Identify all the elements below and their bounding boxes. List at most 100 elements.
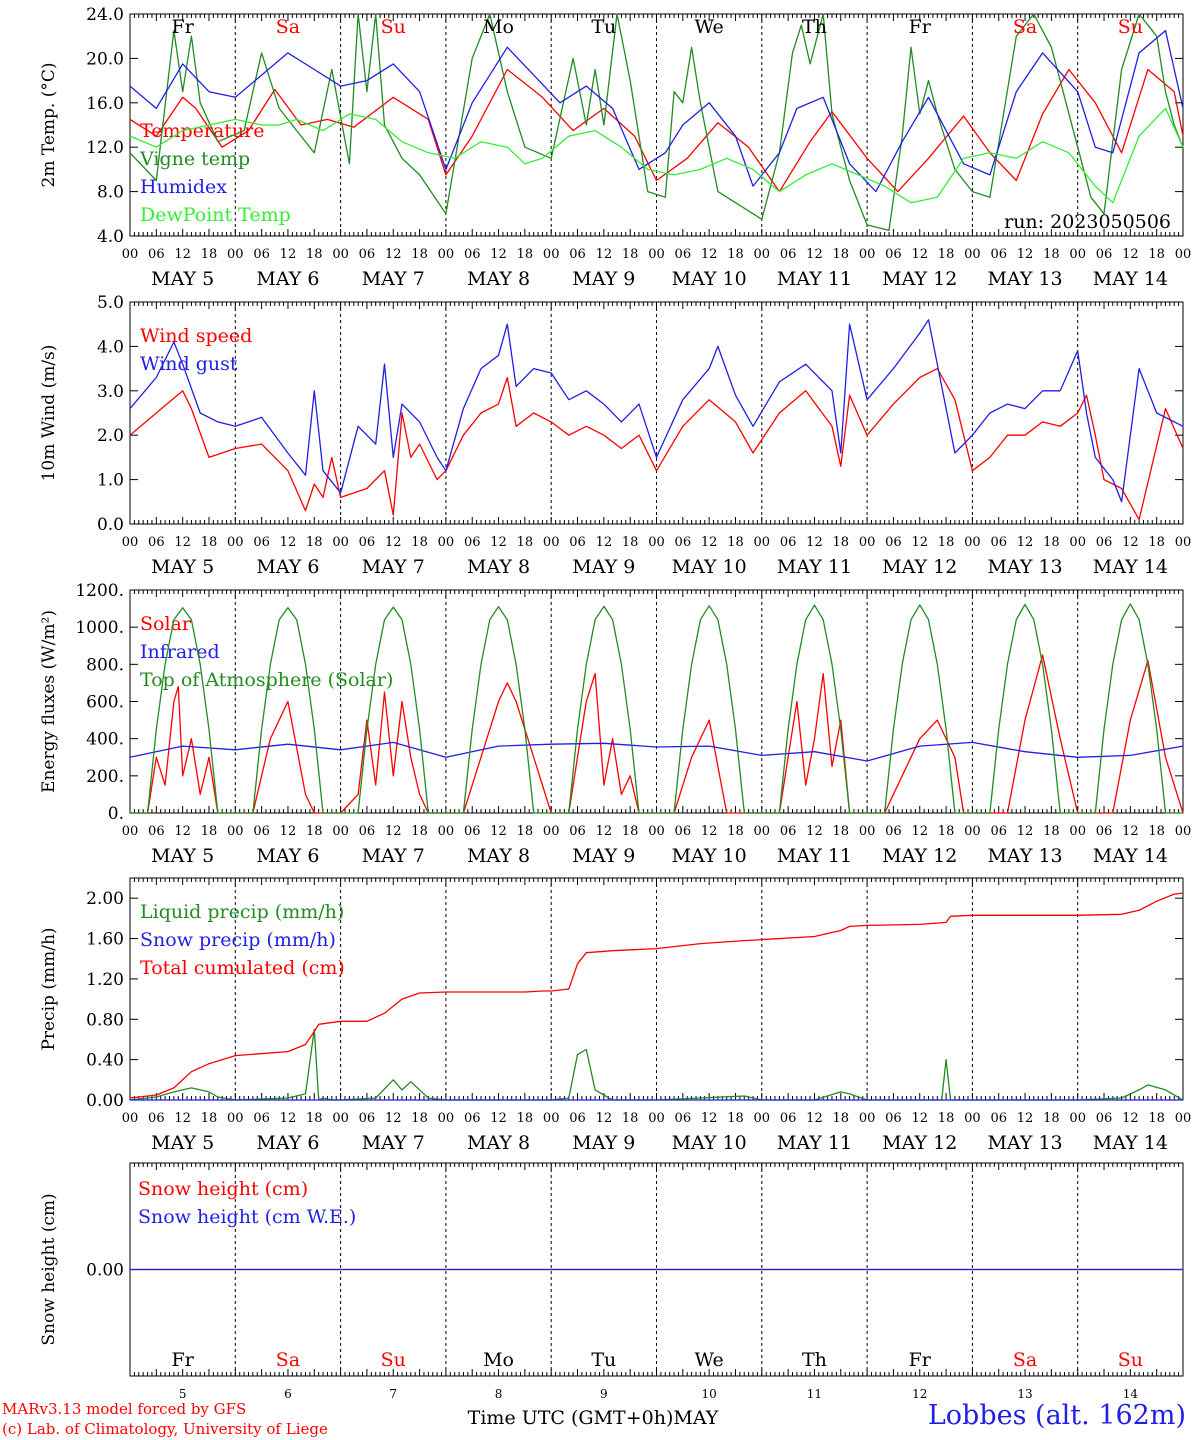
hour-label: 18	[938, 824, 955, 839]
day-name: Fr	[909, 1349, 932, 1371]
hour-label: 12	[174, 1111, 191, 1126]
series-line-total-cumulated-cm-	[129, 892, 1184, 1099]
y-tick-label: 1.60	[86, 930, 124, 950]
hour-label: 18	[727, 824, 744, 839]
y-tick-label: 16.0	[86, 94, 124, 114]
legend-entry: Humidex	[140, 176, 227, 198]
y-tick-label: 3.0	[97, 382, 124, 402]
hour-label: 06	[990, 535, 1007, 550]
date-label: MAY 9	[572, 268, 635, 290]
hour-label: 06	[253, 824, 270, 839]
date-label: MAY 5	[151, 845, 214, 867]
hour-label: 00	[122, 1111, 139, 1126]
hour-label: 00	[754, 535, 771, 550]
y-tick-label: 0.00	[86, 1091, 124, 1111]
hour-label: 18	[1148, 824, 1165, 839]
date-label: MAY 7	[362, 268, 425, 290]
day-number: 10	[702, 1387, 717, 1401]
hour-label: 06	[675, 247, 692, 262]
date-label: MAY 12	[882, 556, 957, 578]
day-name: Tu	[591, 1349, 616, 1371]
hour-label: 12	[1122, 1111, 1139, 1126]
hour-label: 06	[569, 247, 586, 262]
hour-label: 12	[911, 824, 928, 839]
hour-label: 00	[859, 247, 876, 262]
hour-label: 18	[622, 824, 639, 839]
hour-label: 12	[280, 535, 297, 550]
date-label: MAY 8	[467, 1132, 530, 1154]
hour-label: 12	[1122, 535, 1139, 550]
legend-entry: Snow precip (mm/h)	[140, 929, 336, 951]
y-tick-label: 0.80	[86, 1010, 124, 1030]
hour-label: 18	[1148, 247, 1165, 262]
hour-label: 18	[517, 1111, 534, 1126]
hour-label: 12	[1122, 247, 1139, 262]
hour-label: 00	[859, 824, 876, 839]
hour-label: 18	[517, 247, 534, 262]
y-tick-label: 1200.	[75, 581, 124, 601]
date-label: MAY 6	[256, 268, 319, 290]
day-number: 7	[389, 1387, 397, 1401]
hour-label: 12	[385, 1111, 402, 1126]
hour-label: 00	[648, 824, 665, 839]
day-name: Sa	[276, 16, 300, 38]
hour-label: 12	[596, 247, 613, 262]
y-tick-label: 1000.	[75, 618, 124, 638]
date-label: MAY 7	[362, 556, 425, 578]
hour-label: 12	[596, 1111, 613, 1126]
day-name: Mo	[483, 16, 514, 38]
date-label: MAY 7	[362, 1132, 425, 1154]
hour-label: 00	[1069, 247, 1086, 262]
hour-label: 00	[964, 824, 981, 839]
day-name: Sa	[276, 1349, 300, 1371]
hour-label: 18	[1148, 1111, 1165, 1126]
hour-label: 18	[622, 247, 639, 262]
y-tick-label: 0.0	[97, 515, 124, 535]
day-name: Fr	[909, 16, 932, 38]
hour-label: 00	[438, 535, 455, 550]
day-number: 12	[912, 1387, 927, 1401]
hour-label: 12	[385, 535, 402, 550]
hour-label: 06	[148, 247, 165, 262]
hour-label: 12	[701, 535, 718, 550]
date-label: MAY 5	[151, 556, 214, 578]
hour-label: 12	[174, 824, 191, 839]
panel-wind: 0.0 1.0 2.0 3.0 4.0 5.0 10m Wind (m/s) Wind spe…	[39, 293, 1191, 578]
date-label: MAY 10	[672, 556, 747, 578]
y-tick-label: 0.	[108, 804, 124, 824]
date-label: MAY 7	[362, 845, 425, 867]
date-label: MAY 10	[672, 268, 747, 290]
hour-label: 00	[754, 1111, 771, 1126]
y-tick-label: 600.	[86, 693, 124, 713]
hour-label: 18	[201, 1111, 218, 1126]
hour-label: 06	[885, 1111, 902, 1126]
date-label: MAY 5	[151, 1132, 214, 1154]
hour-label: 12	[490, 824, 507, 839]
hour-label: 18	[411, 247, 428, 262]
hour-label: 18	[727, 247, 744, 262]
hour-label: 00	[227, 535, 244, 550]
hour-label: 06	[464, 247, 481, 262]
y-tick-label: 0.40	[86, 1051, 124, 1071]
hour-label: 12	[911, 1111, 928, 1126]
y-axis-label: 10m Wind (m/s)	[39, 345, 59, 482]
hour-label: 00	[648, 247, 665, 262]
hour-label: 12	[806, 535, 823, 550]
hour-label: 06	[1096, 1111, 1113, 1126]
hour-label: 00	[227, 1111, 244, 1126]
hour-label: 18	[411, 535, 428, 550]
y-axis-label: Snow height (cm)	[39, 1193, 59, 1345]
hour-label: 12	[280, 247, 297, 262]
hour-label: 00	[122, 535, 139, 550]
hour-label: 12	[1017, 247, 1034, 262]
hour-label: 00	[438, 1111, 455, 1126]
date-label: MAY 12	[882, 1132, 957, 1154]
hour-label: 12	[701, 247, 718, 262]
y-tick-label: 12.0	[86, 138, 124, 158]
date-label: MAY 5	[151, 268, 214, 290]
y-tick-label: 1.0	[97, 471, 124, 491]
y-tick-label: 4.0	[97, 337, 124, 357]
hour-label: 06	[885, 535, 902, 550]
hour-label: 00	[648, 535, 665, 550]
y-tick-label: 1.20	[86, 970, 124, 990]
